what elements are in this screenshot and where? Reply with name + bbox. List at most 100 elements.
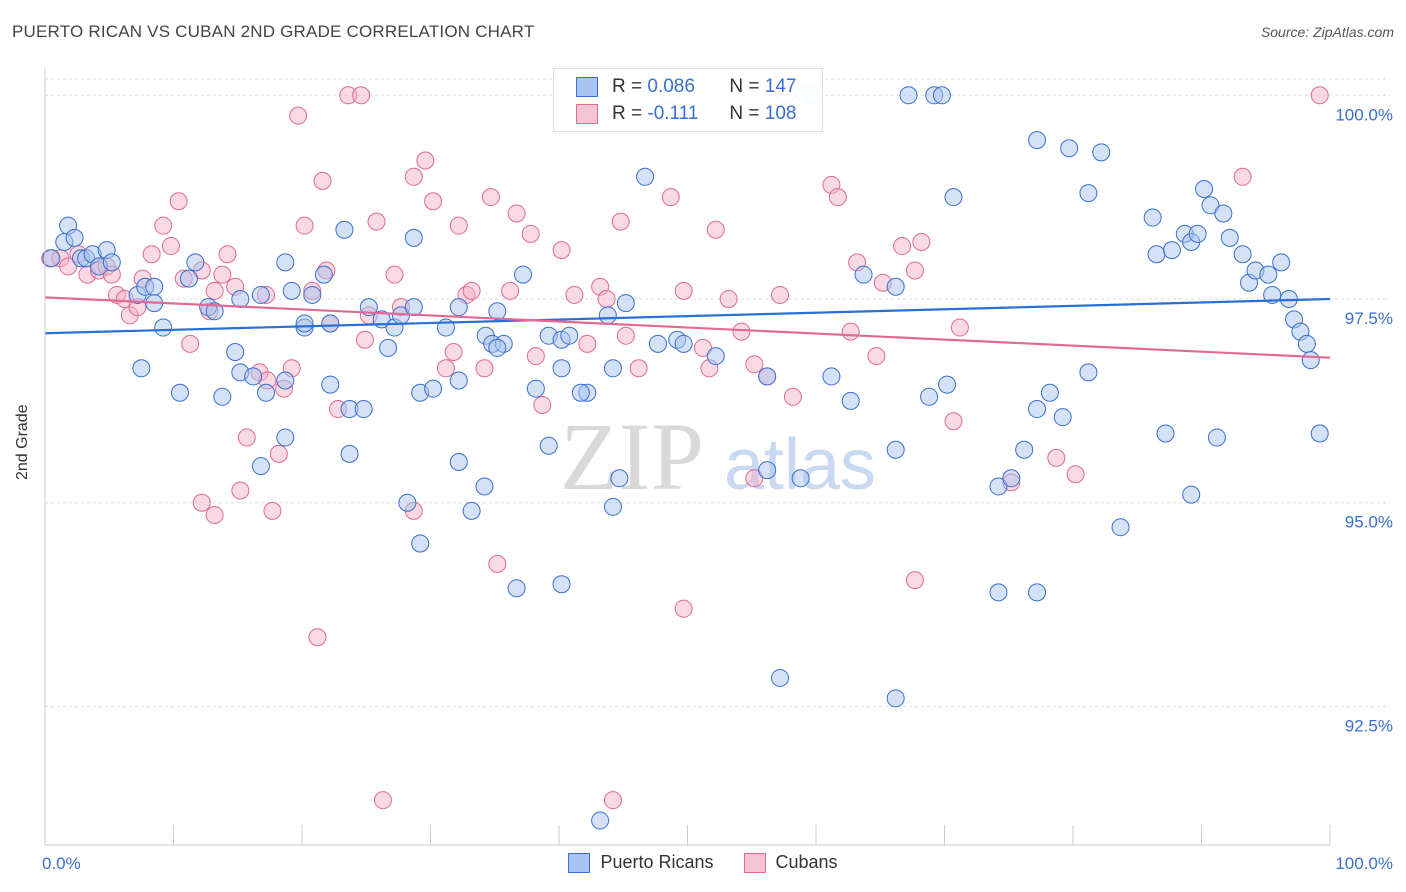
puerto-rican-point (1156, 424, 1175, 443)
puerto-rican-point (424, 379, 443, 398)
cuban-point (507, 204, 526, 223)
watermark-atlas: atlas (724, 425, 876, 505)
puerto-rican-point (1147, 245, 1166, 264)
puerto-rican-point (1272, 253, 1291, 272)
cuban-point (355, 330, 374, 349)
cuban-point (385, 265, 404, 284)
axes: 92.5% 95.0% 97.5% 100.0% 0.0% 100.0% (42, 68, 1393, 873)
puerto-rican-point (1182, 485, 1201, 504)
puerto-rican-point (603, 497, 622, 516)
puerto-rican-point (822, 367, 841, 386)
puerto-rican-point (1002, 469, 1021, 488)
puerto-rican-point (132, 359, 151, 378)
cuban-point (367, 212, 386, 231)
puerto-rican-point (1028, 131, 1047, 150)
series-legend: Puerto Ricans Cubans (0, 852, 1406, 873)
cuban-point (142, 245, 161, 264)
cuban-point (161, 237, 180, 256)
puerto-rican-point (398, 493, 417, 512)
puerto-rican-point (791, 469, 810, 488)
puerto-rican-point (65, 228, 84, 247)
puerto-rican-point (854, 265, 873, 284)
puerto-rican-point (674, 334, 693, 353)
stats-legend: R = 0.086 N = 147 R = -0.111 N = 108 (553, 68, 823, 132)
cuban-point (501, 281, 520, 300)
cuban-point (231, 481, 250, 500)
cuban-point (1310, 86, 1329, 105)
cuban-point (205, 281, 224, 300)
puerto-rican-point (276, 253, 295, 272)
puerto-rican-point (102, 253, 121, 272)
legend-n-label: N = (729, 76, 765, 97)
puerto-rican-point (610, 469, 629, 488)
cuban-point (533, 395, 552, 414)
puerto-rican-point (1310, 424, 1329, 443)
puerto-rican-point (1301, 351, 1320, 370)
cuban-point (771, 285, 790, 304)
cuban-point (611, 212, 630, 231)
puerto-rican-point (938, 375, 957, 394)
cuban-point (436, 359, 455, 378)
puerto-rican-point (449, 298, 468, 317)
puerto-rican-point (539, 436, 558, 455)
puerto-rican-point (1220, 228, 1239, 247)
puerto-rican-point (1092, 143, 1111, 162)
cuban-point (213, 265, 232, 284)
cuban-point (313, 171, 332, 190)
cuban-point (674, 281, 693, 300)
cuban-point (578, 334, 597, 353)
cuban-point (616, 326, 635, 345)
puerto-ricans-points (42, 86, 1329, 830)
puerto-rican-point (932, 86, 951, 105)
legend-row-puerto-ricans: R = 0.086 N = 147 (576, 75, 796, 99)
puerto-rican-point (648, 334, 667, 353)
trendlines (44, 296, 1331, 359)
cuban-point (205, 505, 224, 524)
cuban-point (597, 290, 616, 309)
grid (45, 78, 1390, 707)
legend-r-label: R = (612, 76, 648, 97)
puerto-rican-point (475, 477, 494, 496)
cuban-point (59, 257, 78, 276)
puerto-rican-point (321, 375, 340, 394)
puerto-rican-point (179, 269, 198, 288)
puerto-rican-point (1195, 180, 1214, 199)
puerto-rican-point (282, 281, 301, 300)
puerto-rican-point (314, 265, 333, 284)
cuban-point (424, 192, 443, 211)
legend-r-label: R = (612, 103, 648, 124)
puerto-rican-point (1053, 408, 1072, 427)
puerto-rican-point (462, 501, 481, 520)
legend-n-value: 108 (764, 103, 797, 124)
puerto-rican-point (920, 387, 939, 406)
cuban-point (481, 188, 500, 207)
puerto-rican-point (295, 314, 314, 333)
cuban-point (1047, 448, 1066, 467)
cuban-point (841, 322, 860, 341)
cuban-point (912, 232, 931, 251)
cubans-trendline (44, 296, 1331, 359)
puerto-rican-point (251, 457, 270, 476)
puerto-rican-point (899, 86, 918, 105)
cuban-point (169, 192, 188, 211)
puerto-rican-point (1060, 139, 1079, 158)
puerto-rican-point (989, 477, 1008, 496)
puerto-rican-point (321, 314, 340, 333)
puerto-rican-point (603, 359, 622, 378)
cuban-point (192, 493, 211, 512)
legend-n-label: N = (729, 103, 765, 124)
cuban-point (416, 151, 435, 170)
legend-row-cubans: R = -0.111 N = 108 (576, 102, 796, 126)
puerto-rican-point (514, 265, 533, 284)
puerto-rican-point (145, 277, 164, 296)
puerto-rican-point (1162, 241, 1181, 260)
cuban-point (352, 86, 371, 105)
legend-swatch-pink (743, 852, 766, 873)
puerto-rican-point (251, 285, 270, 304)
cuban-point (269, 444, 288, 463)
y-tick-label: 100.0% (1335, 105, 1393, 124)
legend-r-value: -0.111 (647, 103, 699, 124)
x-tick-label: 100.0% (1335, 854, 1393, 873)
y-axis-label: 2nd Grade (14, 404, 31, 480)
